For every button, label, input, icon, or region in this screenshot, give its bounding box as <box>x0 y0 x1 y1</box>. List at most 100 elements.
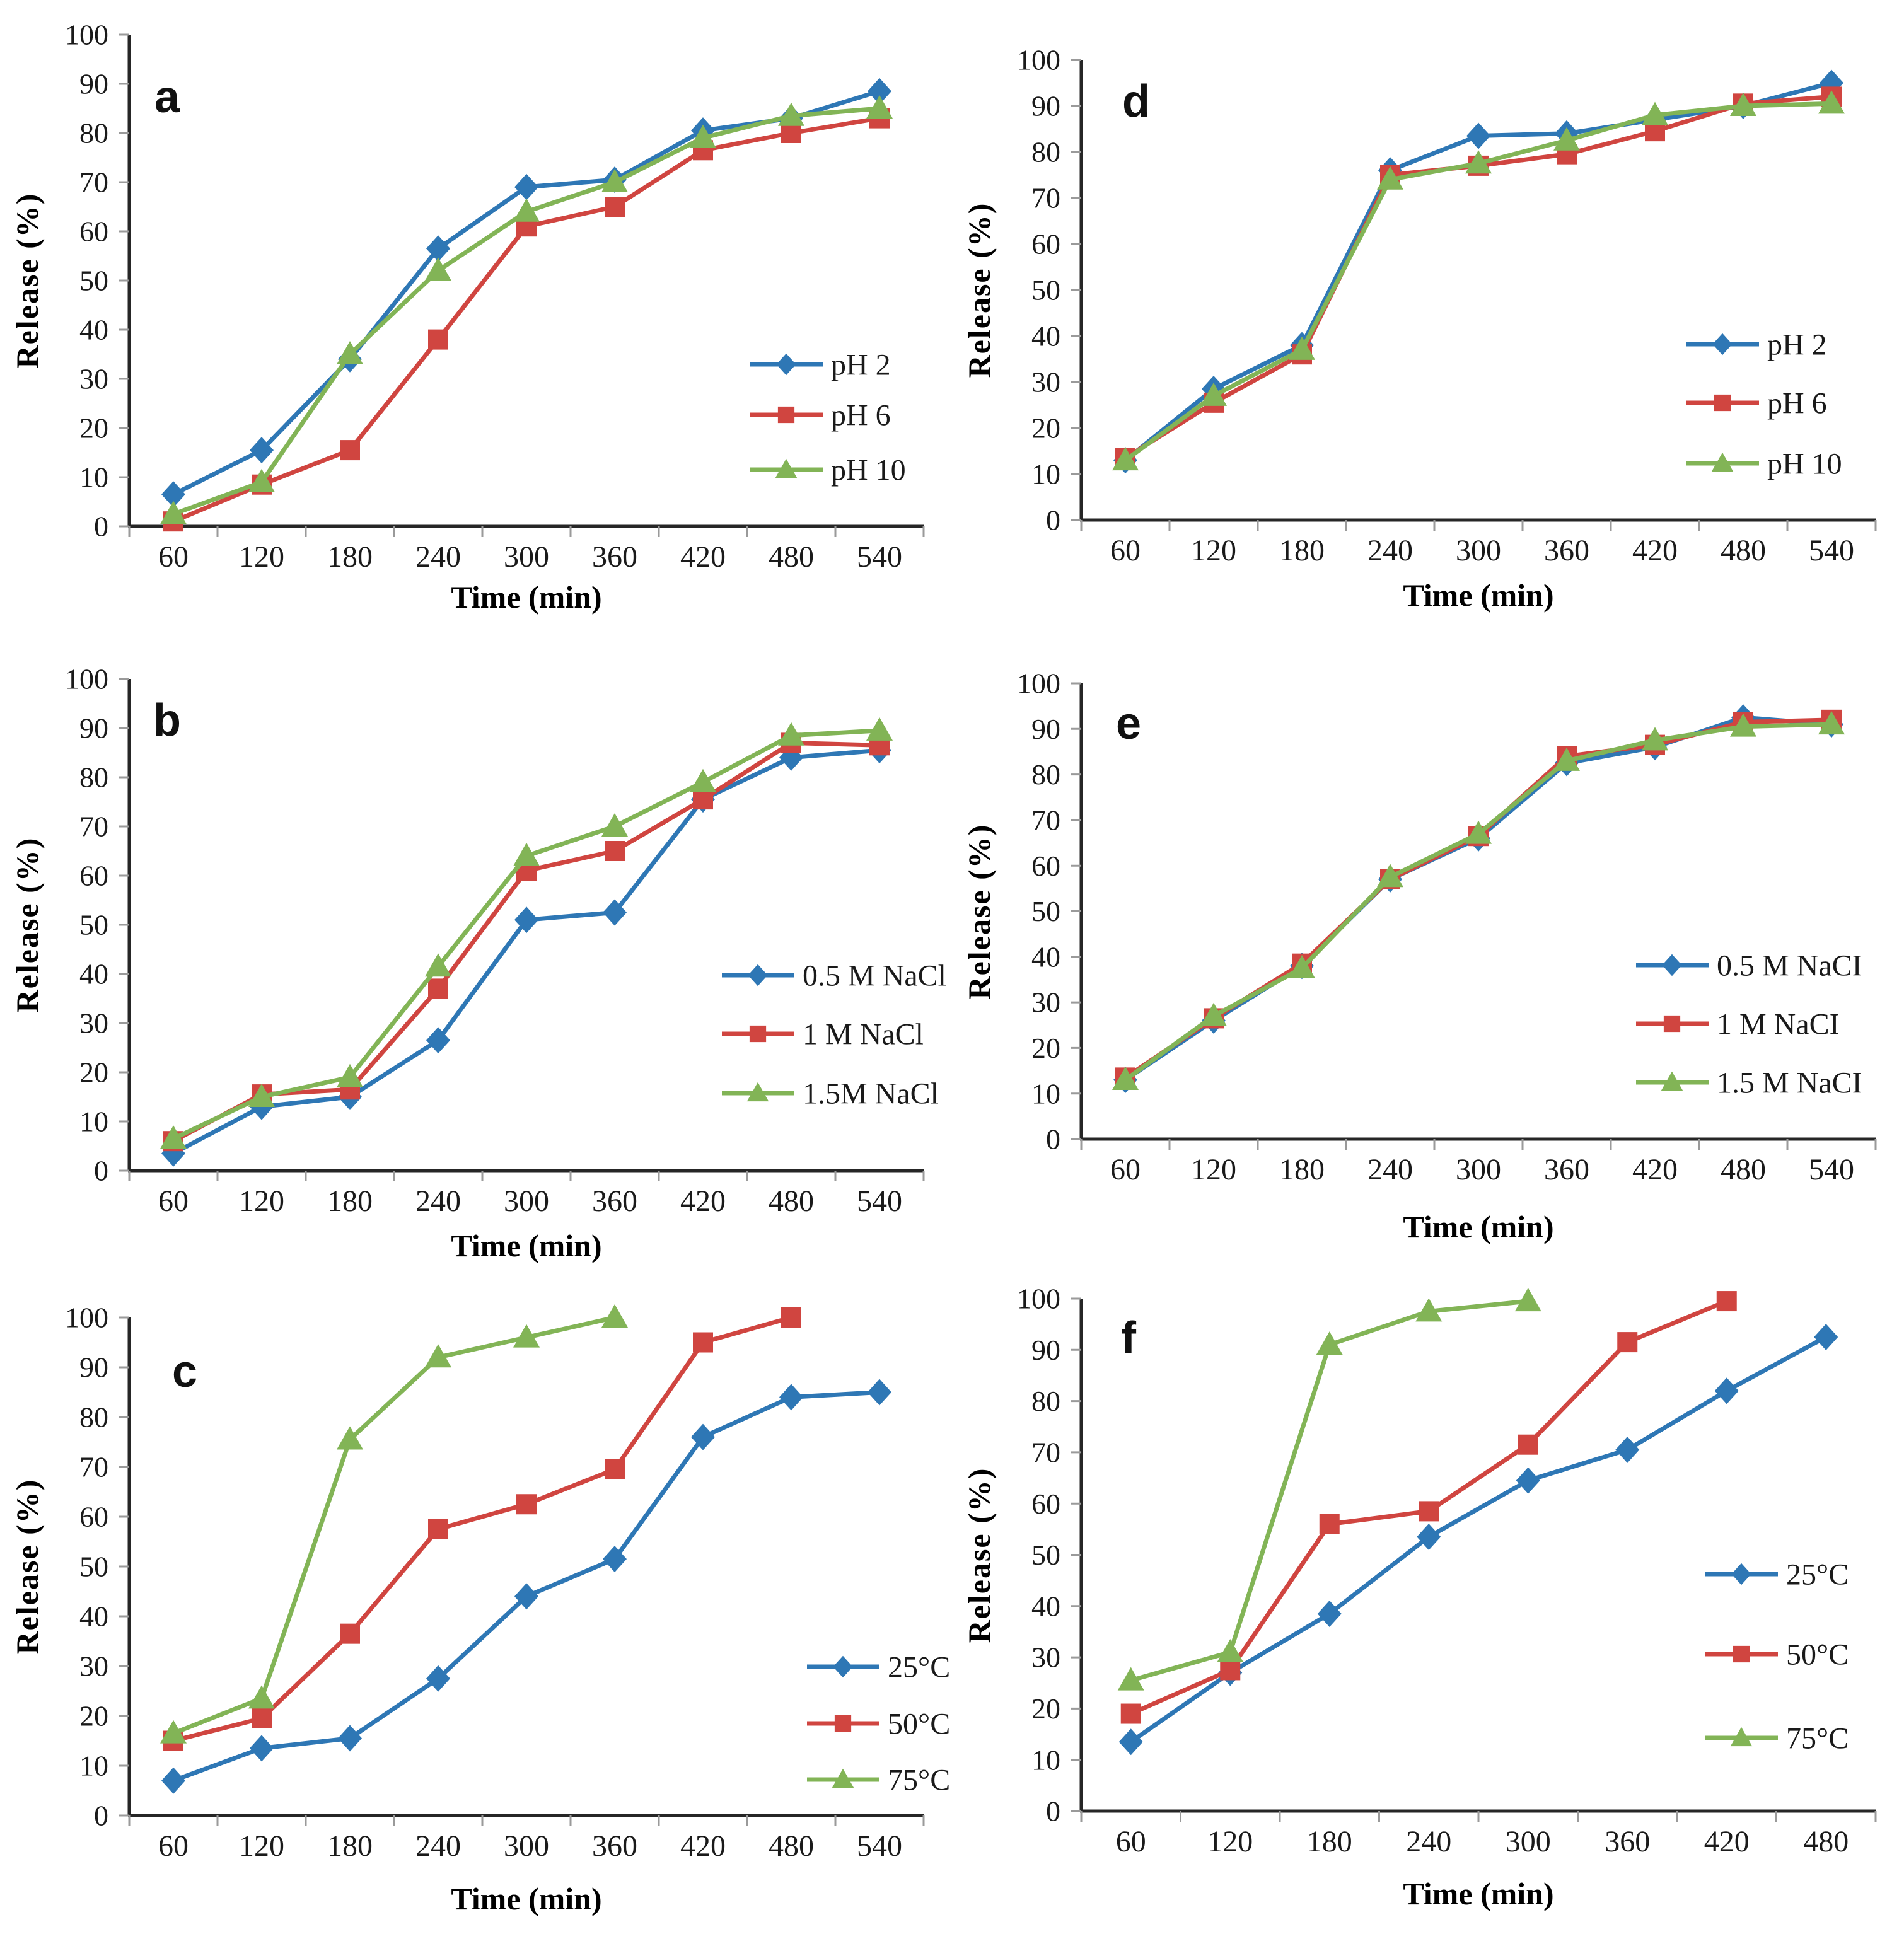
triangle-marker <box>601 1304 628 1328</box>
chart-panel-d: d Release (%) Time (min) 0 10 20 30 40 50 60 70… <box>952 0 1904 644</box>
legend-entry: 0.5 M NaCl <box>722 959 946 992</box>
y-tick-label: 90 <box>1031 713 1060 745</box>
plot-area-f: 0 10 20 30 40 50 60 70 80 90 100 60 120 180 240 300 360 4… <box>1017 1283 1877 1858</box>
triangle-marker <box>1730 93 1756 116</box>
x-tick-label: 420 <box>1632 1153 1678 1186</box>
x-tick-label: 540 <box>1809 534 1854 567</box>
triangle-marker <box>1553 127 1580 151</box>
legend-triangle-icon <box>1730 1727 1753 1747</box>
x-tick-label: 360 <box>1544 534 1589 567</box>
legend-entry: 50°C <box>1705 1638 1849 1671</box>
y-tick-label: 40 <box>79 1601 108 1633</box>
y-tick-label: 80 <box>79 117 108 149</box>
x-tick-label: 180 <box>327 1184 373 1218</box>
diamond-marker <box>250 1735 274 1762</box>
triangle-marker <box>1316 1331 1343 1355</box>
triangle-marker <box>1117 1667 1144 1691</box>
x-tick-label: 480 <box>1803 1825 1849 1858</box>
chart-panel-a: a Release (%) Time (min) 0 10 20 30 40 50 60 70… <box>0 0 952 644</box>
triangle-marker <box>337 1426 363 1450</box>
x-axis-title: Time (min) <box>1403 577 1554 613</box>
y-tick-label: 90 <box>79 712 108 744</box>
legend-label: pH 2 <box>1767 328 1827 361</box>
legend-label: 0.5 M NaCl <box>803 959 946 992</box>
square-marker <box>1716 1291 1737 1312</box>
y-tick-label: 100 <box>1017 44 1060 76</box>
x-tick-label: 240 <box>1367 534 1413 567</box>
y-tick-label: 70 <box>1031 1437 1060 1469</box>
y-tick-label: 100 <box>1017 668 1060 700</box>
diamond-marker <box>868 1379 891 1406</box>
triangle-marker <box>160 501 187 524</box>
triangle-marker <box>513 198 540 222</box>
triangle-marker <box>1112 1067 1139 1091</box>
legend: 25°C 50°C 75°C <box>807 1650 950 1797</box>
x-tick-label: 420 <box>680 1829 726 1863</box>
series-50°C <box>163 1307 801 1751</box>
x-tick-label: 300 <box>1456 534 1501 567</box>
axes: 0 10 20 30 40 50 60 70 80 90 100 60 120 180 240 300 360 4… <box>65 1302 925 1863</box>
series-line <box>172 728 880 1141</box>
legend-entry: 75°C <box>807 1763 950 1797</box>
triangle-marker <box>160 1125 187 1149</box>
square-marker <box>693 789 713 810</box>
x-tick-label: 480 <box>769 540 814 574</box>
triangle-marker <box>866 717 893 741</box>
triangle-marker <box>248 1685 275 1709</box>
legend-entry: 1 M NaCl <box>722 1017 924 1051</box>
legend-label: pH 10 <box>831 453 906 487</box>
x-tick-label: 360 <box>592 1184 637 1218</box>
diamond-marker <box>1714 1377 1739 1404</box>
x-tick-label: 360 <box>592 1829 637 1863</box>
triangle-marker <box>425 953 451 977</box>
legend-triangle-icon <box>832 1768 854 1788</box>
legend-entry: pH 6 <box>1686 386 1827 420</box>
x-tick-label: 300 <box>504 540 549 574</box>
square-marker <box>516 1494 537 1515</box>
legend-entry: pH 2 <box>1686 328 1827 361</box>
triangle-marker <box>601 169 628 192</box>
triangle-marker <box>1818 711 1845 735</box>
chart-panel-f: f Release (%) Time (min) 0 10 20 30 40 50 60 70… <box>952 1283 1904 1934</box>
series-25°C <box>161 1379 891 1794</box>
x-tick-label: 60 <box>1110 534 1141 567</box>
triangle-marker <box>1377 166 1403 190</box>
x-tick-label: 60 <box>1116 1825 1146 1858</box>
axes: 0 10 20 30 40 50 60 70 80 90 100 60 120 180 240 300 360 4… <box>1017 44 1877 567</box>
y-tick-label: 10 <box>79 1106 108 1138</box>
x-tick-label: 240 <box>415 1184 461 1218</box>
series-line <box>172 106 880 516</box>
y-tick-label: 60 <box>79 1501 108 1533</box>
y-tick-label: 10 <box>1031 1077 1060 1109</box>
triangle-marker <box>1200 1002 1227 1026</box>
triangle-marker <box>425 257 451 281</box>
legend: 0.5 M NaCl 1 M NaCl 1.5M NaCl <box>722 959 946 1110</box>
y-tick-label: 60 <box>1031 850 1060 882</box>
y-tick-label: 30 <box>79 1007 108 1039</box>
y-tick-label: 10 <box>79 461 108 494</box>
square-marker <box>428 1519 448 1539</box>
triangle-marker <box>1200 382 1227 406</box>
y-tick-label: 70 <box>1031 182 1060 214</box>
legend-label: 50°C <box>1786 1638 1849 1671</box>
panel-letter-a: a <box>154 72 180 122</box>
x-tick-label: 120 <box>1191 534 1236 567</box>
y-tick-label: 40 <box>79 314 108 346</box>
triangle-marker <box>601 813 628 837</box>
square-marker <box>693 1332 713 1353</box>
x-tick-label: 180 <box>1307 1825 1352 1858</box>
y-tick-label: 80 <box>79 761 108 794</box>
x-tick-label: 420 <box>680 1184 726 1218</box>
axes: 0 10 20 30 40 50 60 70 80 90 100 60 120 180 240 300 360 4… <box>1017 1283 1877 1858</box>
legend: 0.5 M NaCI 1 M NaCI 1.5 M NaCI <box>1636 949 1862 1099</box>
chart-panel-c: c Release (%) Time (min) 0 10 20 30 40 50 60 70… <box>0 1289 952 1934</box>
y-tick-label: 40 <box>79 958 108 990</box>
triangle-marker <box>778 102 804 126</box>
y-tick-label: 80 <box>1031 1385 1060 1417</box>
legend-square-icon <box>1714 394 1731 412</box>
legend-label: 50°C <box>888 1707 950 1740</box>
series-25°C <box>1118 1323 1838 1756</box>
y-tick-label: 0 <box>1046 1123 1060 1155</box>
plot-area-c: 0 10 20 30 40 50 60 70 80 90 100 60 120 180 240 300 360 4… <box>65 1302 950 1863</box>
